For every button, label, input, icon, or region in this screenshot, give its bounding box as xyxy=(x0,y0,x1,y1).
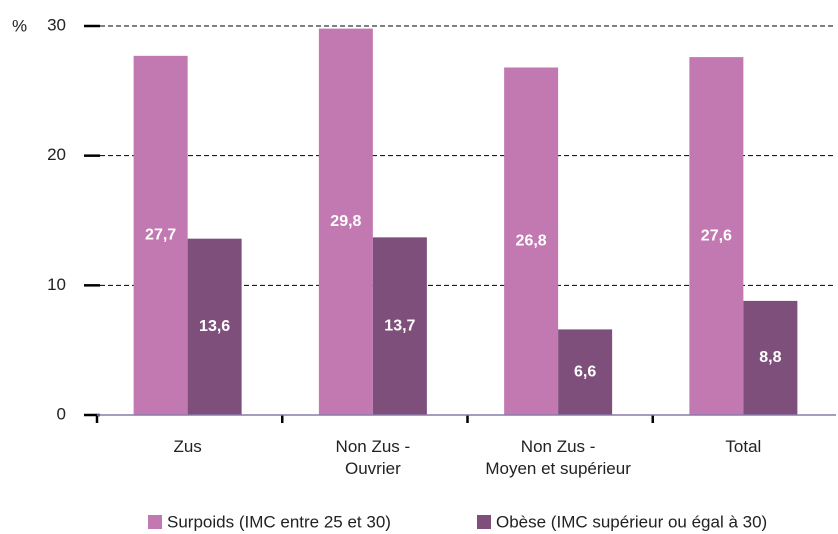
y-tick-label: 0 xyxy=(57,404,66,423)
bar xyxy=(187,238,242,415)
y-axis-label: % xyxy=(12,16,27,35)
y-tick-label: 30 xyxy=(47,15,66,34)
x-tick-label: Non Zus -Ouvrier xyxy=(336,437,411,478)
x-tick-label: Non Zus -Moyen et supérieur xyxy=(485,437,631,478)
legend-swatch xyxy=(148,515,162,529)
value-label: 13,7 xyxy=(384,317,415,334)
x-tick-label: Total xyxy=(725,437,761,456)
bar xyxy=(504,67,559,415)
bar xyxy=(372,237,427,415)
value-label: 8,8 xyxy=(759,349,781,366)
bar xyxy=(133,55,188,415)
x-tick-label: Zus xyxy=(173,437,201,456)
bar xyxy=(689,57,744,416)
legend-swatch xyxy=(477,515,491,529)
y-tick-label: 20 xyxy=(47,145,66,164)
legend-label: Obèse (IMC supérieur ou égal à 30) xyxy=(496,512,767,531)
bar xyxy=(743,300,798,415)
bar xyxy=(318,28,373,416)
value-label: 13,6 xyxy=(199,318,230,335)
value-label: 6,6 xyxy=(574,363,596,380)
y-tick-label: 10 xyxy=(47,275,66,294)
value-label: 29,8 xyxy=(330,213,361,230)
bar xyxy=(558,329,613,415)
value-label: 26,8 xyxy=(516,232,547,249)
value-label: 27,6 xyxy=(701,227,732,244)
legend-label: Surpoids (IMC entre 25 et 30) xyxy=(167,512,391,531)
value-label: 27,7 xyxy=(145,227,176,244)
